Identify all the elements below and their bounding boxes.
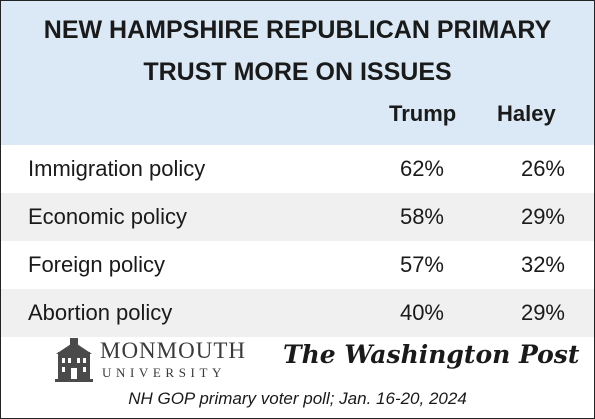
- column-header-trump: Trump: [389, 101, 457, 126]
- sponsor-logos: MONMOUTH UNIVERSITY The Washington Post: [1, 338, 594, 386]
- trump-value: 58%: [399, 204, 444, 229]
- table-row: Abortion policy 40% 29%: [1, 289, 594, 337]
- haley-value: 26%: [520, 156, 565, 181]
- trump-value: 57%: [399, 252, 444, 277]
- haley-value: 32%: [520, 252, 565, 277]
- trump-value: 40%: [399, 300, 444, 325]
- chart-title-line2: TRUST MORE ON ISSUES: [143, 58, 452, 86]
- haley-value: 29%: [520, 300, 565, 325]
- row-label: Foreign policy: [28, 252, 165, 277]
- row-label: Immigration policy: [28, 156, 206, 181]
- source-footnote: NH GOP primary voter poll; Jan. 16-20, 2…: [128, 389, 467, 408]
- column-header-haley: Haley: [497, 101, 556, 126]
- washington-post-logo: The Washington Post: [283, 340, 580, 369]
- haley-value: 29%: [520, 204, 565, 229]
- table-header: NEW HAMPSHIRE REPUBLICAN PRIMARY TRUST M…: [1, 1, 594, 145]
- monmouth-building-icon: [55, 338, 93, 382]
- chart-title-line1: NEW HAMPSHIRE REPUBLICAN PRIMARY: [43, 16, 552, 44]
- row-label: Abortion policy: [28, 300, 173, 325]
- row-label: Economic policy: [28, 204, 187, 229]
- table-row: Economic policy 58% 29%: [1, 193, 594, 241]
- trump-value: 62%: [399, 156, 444, 181]
- monmouth-logo: MONMOUTH UNIVERSITY: [55, 338, 265, 382]
- table-row: Foreign policy 57% 32%: [1, 241, 594, 289]
- monmouth-name: MONMOUTH: [100, 338, 246, 363]
- table-row: Immigration policy 62% 26%: [1, 145, 594, 193]
- monmouth-subtitle: UNIVERSITY: [102, 365, 226, 380]
